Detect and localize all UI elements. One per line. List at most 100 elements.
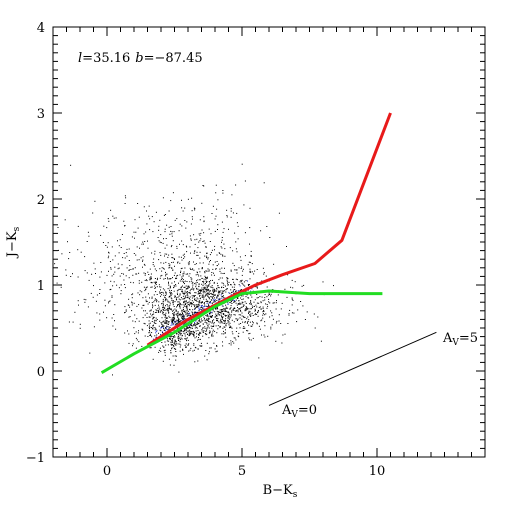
scatter-point: [204, 288, 206, 290]
scatter-point: [168, 278, 170, 280]
scatter-point: [202, 306, 204, 308]
scatter-point: [208, 269, 210, 271]
scatter-point: [175, 348, 177, 350]
scatter-point: [204, 288, 206, 290]
scatter-point: [184, 295, 186, 297]
scatter-point: [232, 290, 234, 292]
scatter-point: [193, 335, 195, 337]
scatter-point: [208, 321, 210, 323]
scatter-point: [292, 287, 294, 289]
scatter-point: [187, 313, 189, 315]
scatter-point: [217, 295, 219, 297]
scatter-point: [211, 296, 213, 298]
scatter-point: [250, 255, 252, 256]
scatter-point: [186, 337, 188, 339]
scatter-point: [219, 309, 221, 311]
scatter-point: [240, 289, 242, 291]
scatter-point: [192, 268, 194, 270]
scatter-point: [184, 311, 186, 313]
scatter-point: [241, 163, 243, 165]
scatter-point: [208, 294, 210, 295]
scatter-point: [229, 313, 231, 315]
scatter-point: [232, 341, 234, 343]
scatter-point: [204, 333, 206, 334]
scatter-point: [256, 323, 258, 325]
scatter-point: [224, 309, 226, 311]
scatter-point: [156, 334, 158, 336]
scatter-point: [232, 212, 234, 214]
scatter-point: [114, 255, 116, 257]
scatter-point: [186, 306, 188, 308]
scatter-point: [189, 329, 191, 331]
scatter-point: [201, 309, 203, 311]
scatter-point: [208, 317, 209, 319]
scatter-point: [57, 227, 59, 228]
scatter-point: [80, 251, 82, 253]
scatter-point: [166, 329, 168, 331]
scatter-point: [107, 218, 109, 220]
scatter-point: [220, 321, 222, 323]
scatter-point: [165, 323, 167, 324]
scatter-point: [172, 324, 174, 326]
scatter-point: [148, 205, 150, 207]
scatter-point: [204, 304, 206, 306]
scatter-point: [200, 238, 202, 240]
scatter-point: [72, 273, 73, 275]
scatter-point: [178, 295, 180, 297]
scatter-point: [178, 320, 179, 322]
scatter-point: [162, 302, 164, 304]
scatter-point: [209, 261, 210, 263]
scatter-point: [233, 321, 235, 323]
scatter-point: [302, 305, 304, 307]
series-lines: [100, 112, 437, 406]
scatter-point: [70, 276, 72, 277]
scatter-point: [79, 323, 81, 325]
scatter-point: [231, 303, 233, 304]
scatter-point: [179, 334, 181, 336]
scatter-point: [291, 312, 293, 314]
scatter-point: [171, 348, 172, 350]
scatter-point: [187, 262, 189, 264]
scatter-point: [174, 320, 176, 322]
scatter-point: [107, 257, 109, 259]
scatter-point: [172, 269, 174, 271]
scatter-point: [179, 341, 181, 343]
scatter-point: [238, 314, 240, 316]
scatter-point: [150, 309, 152, 311]
scatter-point: [168, 358, 170, 360]
scatter-point: [144, 279, 146, 281]
scatter-point: [177, 319, 179, 321]
scatter-point: [123, 279, 125, 281]
scatter-point: [150, 313, 151, 315]
scatter-point: [189, 297, 190, 299]
scatter-point: [212, 310, 214, 312]
scatter-point: [155, 337, 157, 339]
scatter-point: [178, 339, 180, 341]
scatter-point: [94, 268, 96, 270]
scatter-point: [244, 316, 246, 318]
scatter-point: [164, 354, 166, 356]
scatter-point: [214, 300, 216, 302]
scatter-point: [244, 232, 246, 234]
scatter-point: [244, 322, 246, 324]
scatter-point: [172, 192, 174, 194]
scatter-point: [250, 308, 252, 310]
scatter-point: [219, 297, 221, 299]
scatter-point: [181, 280, 183, 282]
scatter-point: [223, 333, 225, 335]
scatter-point: [184, 267, 186, 269]
scatter-point: [167, 277, 168, 279]
scatter-point: [201, 229, 203, 231]
scatter-point: [214, 308, 216, 310]
scatter-point: [236, 304, 238, 306]
scatter-point: [166, 326, 168, 328]
scatter-point: [264, 314, 266, 316]
scatter-point: [159, 277, 161, 279]
scatter-point: [137, 227, 139, 229]
scatter-point: [213, 290, 215, 292]
scatter-point: [152, 338, 154, 340]
scatter-point: [122, 257, 124, 259]
scatter-point: [191, 282, 193, 284]
scatter-point: [168, 282, 169, 284]
scatter-point: [125, 310, 127, 312]
